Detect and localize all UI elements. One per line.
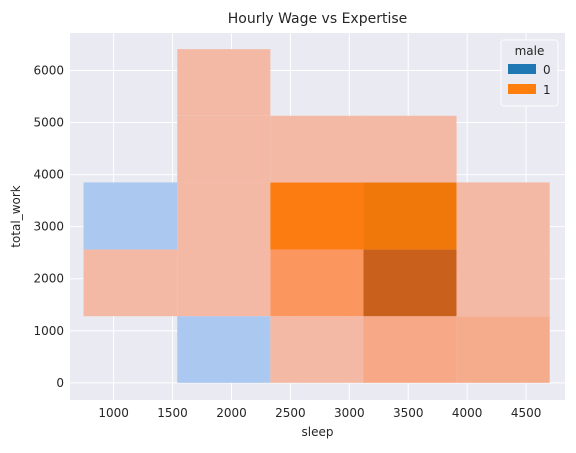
legend-entry-label: 0 <box>543 63 551 77</box>
histogram-cells <box>83 49 550 383</box>
histogram-cell <box>270 182 364 250</box>
y-tick-label: 3000 <box>33 220 64 234</box>
histogram-cell <box>83 249 178 317</box>
histogram-cell <box>456 249 550 317</box>
histogram-cell <box>363 182 457 250</box>
y-axis-label: total_work <box>9 185 23 248</box>
x-tick-label: 2000 <box>216 406 247 420</box>
x-tick-label: 1000 <box>98 406 129 420</box>
x-axis-ticks: 1000 1500 2000 2500 3000 3500 4000 4500 <box>98 406 541 420</box>
x-tick-label: 3000 <box>334 406 365 420</box>
y-tick-label: 6000 <box>33 63 64 77</box>
y-tick-label: 5000 <box>33 116 64 130</box>
chart-title: Hourly Wage vs Expertise <box>228 11 408 27</box>
y-axis-ticks: 0 1000 2000 3000 4000 5000 6000 <box>33 63 64 389</box>
histogram-cell <box>177 249 271 317</box>
x-tick-label: 2500 <box>275 406 306 420</box>
histogram-cell <box>270 249 364 317</box>
x-tick-label: 3500 <box>393 406 424 420</box>
legend-title: male <box>515 44 545 58</box>
x-tick-label: 4500 <box>511 406 542 420</box>
legend-entry-label: 1 <box>543 83 551 97</box>
histogram-cell <box>83 182 178 250</box>
x-axis-label: sleep <box>302 425 334 439</box>
x-tick-label: 1500 <box>157 406 188 420</box>
legend-swatch <box>508 64 536 74</box>
histogram-cell <box>177 49 271 116</box>
histogram-cell <box>363 115 457 183</box>
y-tick-label: 4000 <box>33 168 64 182</box>
histogram-cell <box>177 182 271 250</box>
histogram-cell <box>363 316 457 383</box>
histogram-cell <box>456 316 550 383</box>
legend: male 0 1 <box>500 39 559 107</box>
histogram-cell <box>270 316 364 383</box>
x-tick-label: 4000 <box>452 406 483 420</box>
histogram-cell <box>270 115 364 183</box>
histogram-cell <box>177 316 271 383</box>
y-tick-label: 2000 <box>33 272 64 286</box>
y-tick-label: 1000 <box>33 324 64 338</box>
histogram-cell <box>177 115 271 183</box>
y-tick-label: 0 <box>56 376 64 390</box>
histogram-cell <box>456 182 550 250</box>
histogram-cell <box>363 249 457 317</box>
legend-swatch <box>508 84 536 94</box>
